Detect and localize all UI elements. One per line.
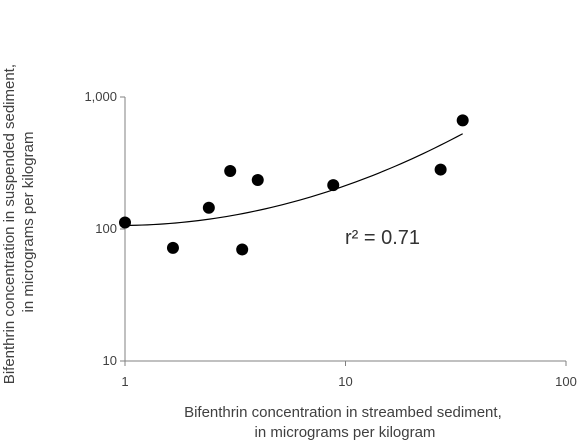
data-point [224, 165, 237, 178]
x-tick-label: 10 [338, 374, 352, 389]
x-ticks: 1 10 100 [121, 361, 577, 389]
x-tick-label: 100 [555, 374, 577, 389]
data-point [202, 201, 215, 214]
data-point [236, 243, 249, 256]
data-point [434, 163, 447, 176]
y-tick-label: 100 [95, 221, 117, 236]
y-tick-label: 10 [103, 353, 117, 368]
x-tick-label: 1 [121, 374, 128, 389]
trendline [124, 133, 463, 227]
x-axis-title: Bifenthrin concentration in streambed se… [184, 404, 506, 441]
y-axis-title: Bifenthrin concentration in suspended se… [1, 60, 37, 384]
data-point [327, 179, 340, 192]
y-ticks: 10 100 1,000 [84, 89, 125, 368]
data-point [119, 216, 131, 229]
y-axis-title-line-2: in micrograms per kilogram [20, 132, 37, 313]
y-tick-label: 1,000 [84, 89, 117, 104]
x-axis-title-line-1: Bifenthrin concentration in streambed se… [184, 404, 502, 421]
data-points [119, 114, 469, 256]
data-point [166, 241, 179, 254]
x-axis-title-line-2: in micrograms per kilogram [255, 424, 436, 441]
r-squared-annotation: r² = 0.71 [345, 227, 420, 249]
y-axis-title-line-1: Bifenthrin concentration in suspended se… [1, 64, 18, 384]
data-point [456, 114, 469, 127]
data-point [251, 174, 264, 187]
